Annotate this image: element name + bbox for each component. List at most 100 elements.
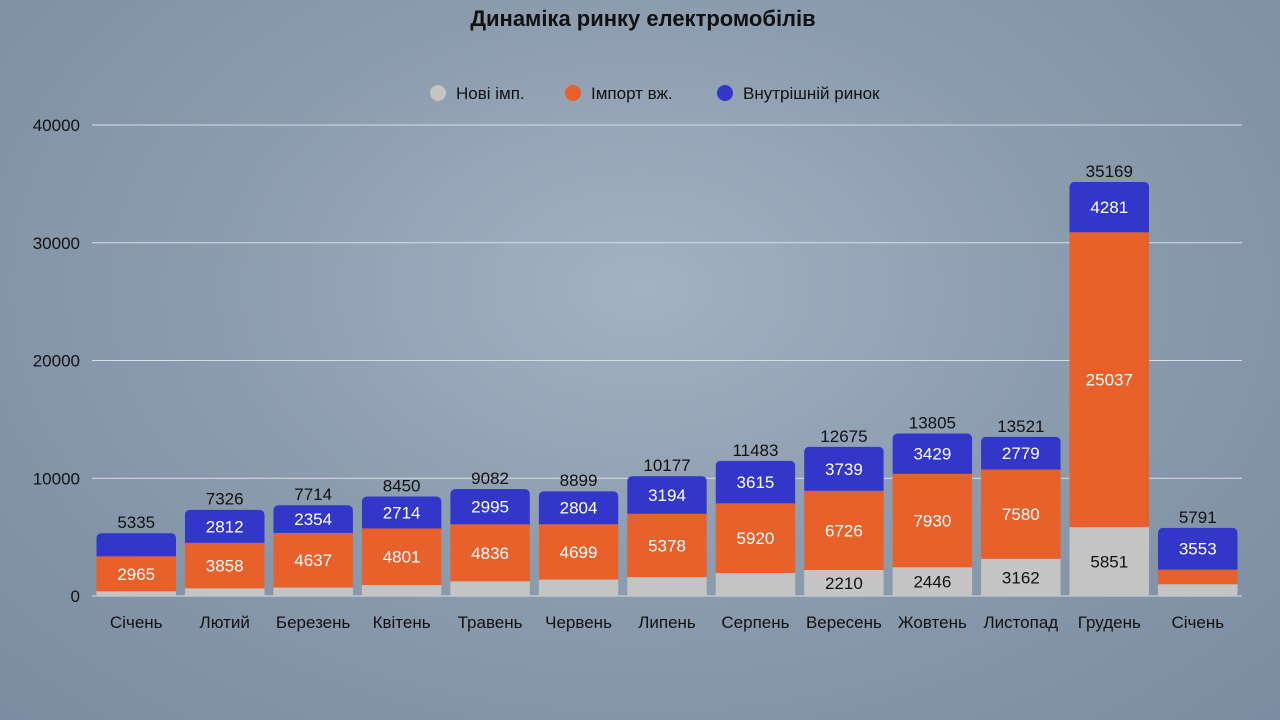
total-label: 7326 [206,490,244,509]
bar-stack [96,533,177,596]
data-label: 2354 [294,510,332,529]
data-label: 2446 [913,573,951,592]
bar-segment [804,490,884,570]
bar-segment [361,584,442,596]
bar-segment [1157,584,1238,596]
data-label: 4801 [383,548,421,567]
data-label: 2714 [383,503,421,522]
y-tick-label: 10000 [33,469,80,488]
y-axis-ticks: 0 10000 20000 30000 40000 [33,116,80,606]
bar-segment [1157,569,1238,585]
bar-segment [96,556,177,592]
y-tick-label: 30000 [33,234,80,253]
legend-label: Нові імп. [456,84,525,103]
data-label: 2804 [560,499,598,518]
bar-segment [450,489,530,525]
y-tick-label: 40000 [33,116,80,135]
legend-label: Внутрішній ринок [743,84,880,103]
bar-segment [450,524,530,582]
bar-segment [538,491,619,525]
bar-stack [1157,527,1238,596]
data-label: 3739 [825,460,863,479]
x-axis-labels: Січень Лютий Березень Квітень Травень Червень… [110,613,1224,632]
bar-segment [715,573,796,596]
bar-stack [892,433,973,596]
bar-segment [627,476,707,514]
total-label: 8899 [560,471,598,490]
data-label: 5378 [648,536,686,555]
bar-segment [892,433,973,474]
bar-segment [96,533,177,557]
total-label: 13805 [909,413,956,432]
x-tick-label: Березень [276,613,351,632]
bar-stack [804,446,884,596]
total-label: 8450 [383,477,421,496]
total-label: 35169 [1086,162,1133,181]
data-label: 3162 [1002,568,1040,587]
data-label: 2779 [1002,444,1040,463]
bar-segment [981,436,1061,470]
bar-stack [361,496,442,596]
bar-stack [1069,181,1150,596]
x-tick-label: Квітень [373,613,431,632]
data-label: 4836 [471,544,509,563]
bar-stack [184,509,265,596]
x-tick-label: Жовтень [898,613,967,632]
bar-segment [273,505,353,533]
data-label: 4637 [294,551,332,570]
legend-marker [565,85,581,101]
total-label: 12675 [820,427,867,446]
bar-segment [981,558,1061,596]
data-label: 3553 [1179,540,1217,559]
y-tick-label: 0 [71,587,80,606]
bar-segment [361,528,442,585]
bar-segment [1069,527,1150,596]
data-label: 3429 [913,445,951,464]
bar-segment [96,591,177,596]
legend: Нові імп. Імпорт вж. Внутрішній ринок [430,84,880,103]
bar-stack [450,489,530,596]
bar-segment [715,460,796,504]
legend-label: Імпорт вж. [591,84,673,103]
bar-segment [273,587,353,596]
bar-stack [273,505,353,596]
data-label: 3858 [206,557,244,576]
bar-segment [184,588,265,596]
bar-segment [1069,232,1150,528]
x-tick-label: Лютий [200,613,250,632]
data-label: 3194 [648,486,686,505]
bar-segment [538,579,619,596]
y-tick-label: 20000 [33,352,80,371]
bar-stack [538,491,619,596]
legend-marker [717,85,733,101]
bar-segment [538,524,619,580]
data-label: 7930 [913,512,951,531]
data-label: 4281 [1090,198,1128,217]
bars [96,181,1238,596]
total-label: 5791 [1179,508,1217,527]
bar-segment [715,503,796,574]
data-label: 4699 [560,543,598,562]
bar-segment [892,567,973,596]
x-tick-label: Травень [458,613,523,632]
total-label: 7714 [294,485,332,504]
x-tick-label: Вересень [806,613,882,632]
x-tick-label: Листопад [983,613,1058,632]
x-tick-label: Січень [110,613,163,632]
bar-segment [627,577,707,596]
bar-stack [715,460,796,596]
bar-segment [804,569,884,596]
bar-segment [804,446,884,491]
x-tick-label: Січень [1171,613,1224,632]
bar-segment [273,532,353,588]
bar-stack [981,436,1061,596]
chart-title: Динаміка ринку електромобілів [470,6,816,31]
x-tick-label: Грудень [1078,613,1141,632]
data-labels: 2965 5335 3858 2812 7326 4637 2354 7714 4801 2714… [117,162,1216,593]
data-label: 6726 [825,521,863,540]
x-tick-label: Липень [638,613,696,632]
total-label: 9082 [471,469,509,488]
data-label: 2210 [825,574,863,593]
bar-segment [981,469,1061,559]
